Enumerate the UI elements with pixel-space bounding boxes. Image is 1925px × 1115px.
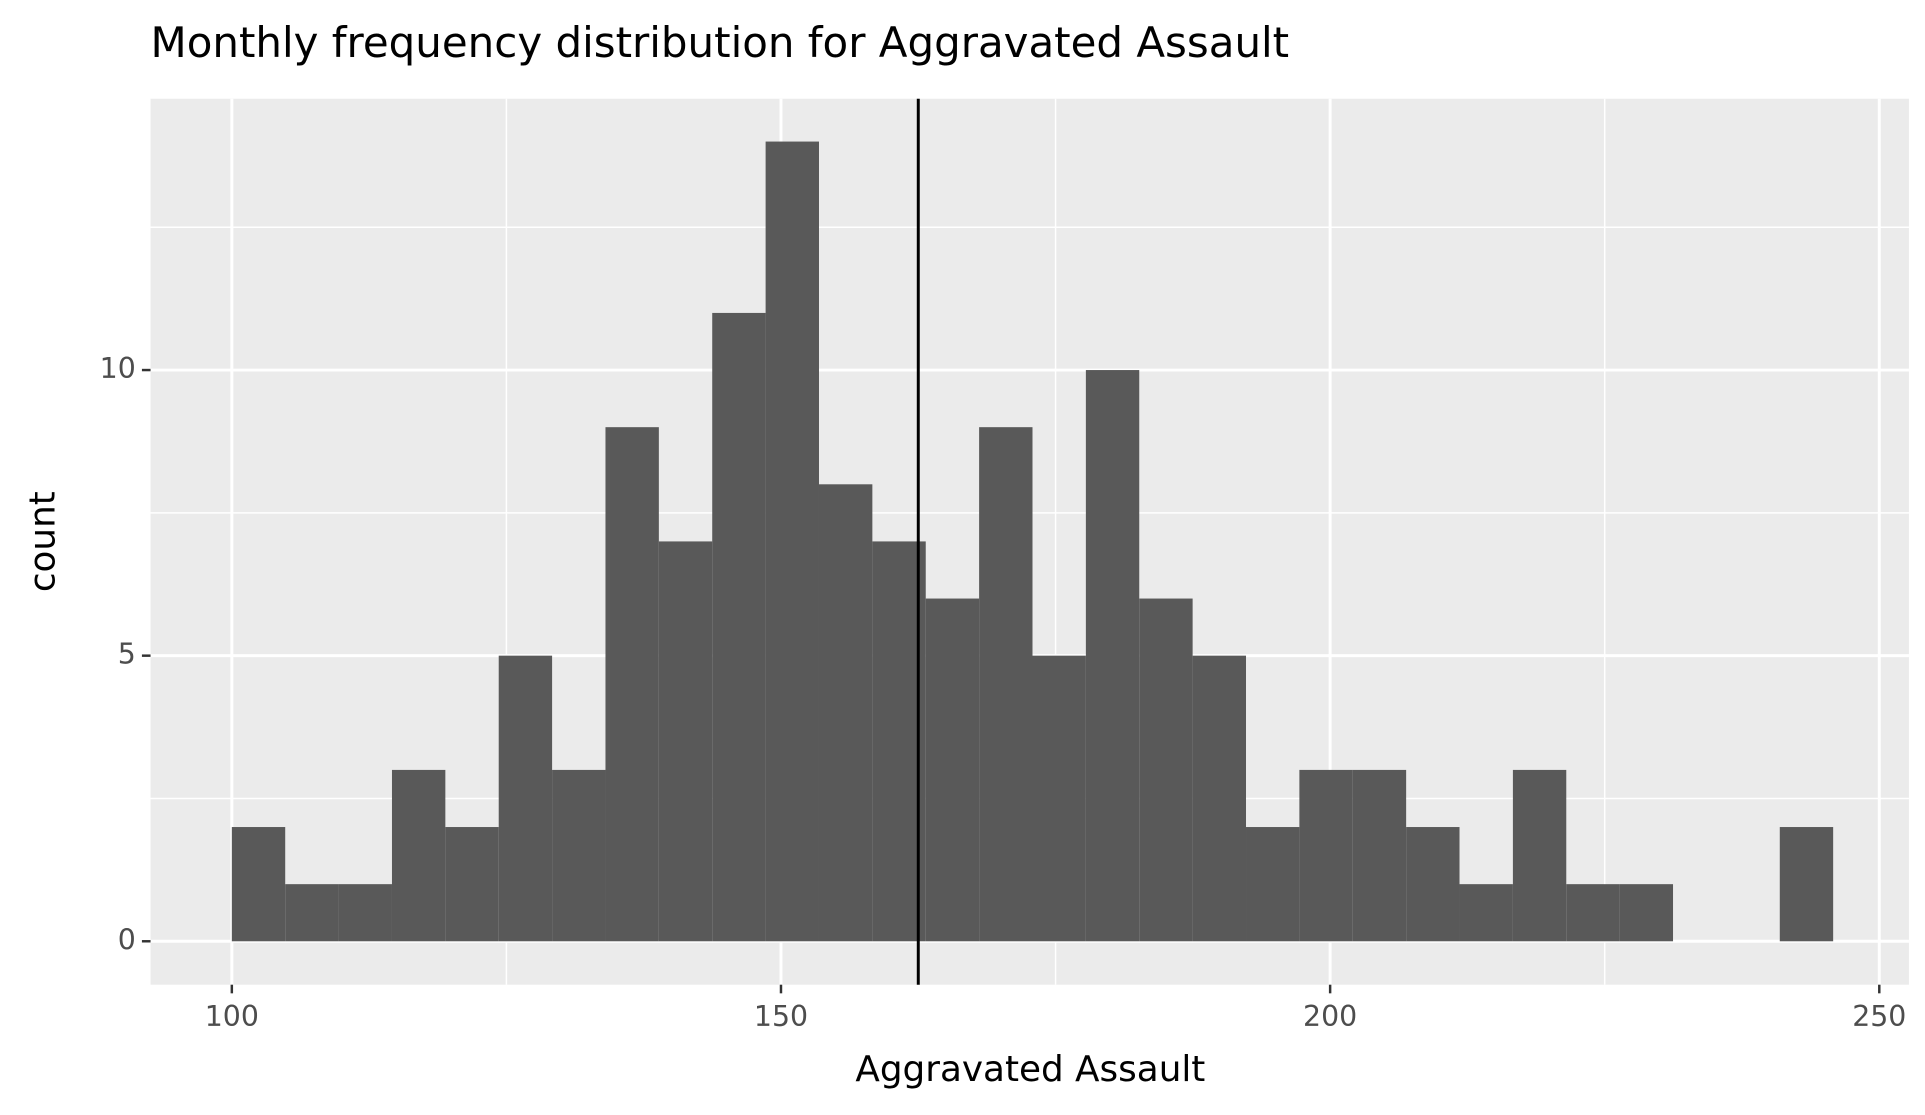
x-tick-label: 150 <box>754 1000 808 1033</box>
y-tick-label: 0 <box>118 923 136 956</box>
bar <box>231 827 286 942</box>
bar <box>1085 370 1140 942</box>
y-tick-label: 5 <box>118 638 136 671</box>
x-tick-label: 100 <box>205 1000 259 1033</box>
y-axis-label: count <box>22 491 63 592</box>
bar <box>925 598 980 942</box>
bar <box>979 427 1033 942</box>
bar <box>1246 827 1300 942</box>
bar <box>1032 655 1086 942</box>
x-axis-label: Aggravated Assault <box>855 1049 1205 1090</box>
y-tick-label: 10 <box>100 352 136 385</box>
bar <box>1512 769 1567 942</box>
x-tick-label: 250 <box>1852 1000 1906 1033</box>
chart-title: Monthly frequency distribution for Aggra… <box>151 18 1290 67</box>
bar <box>338 884 392 942</box>
bar <box>1406 827 1460 942</box>
bar <box>1779 827 1834 942</box>
bar <box>445 827 499 942</box>
bar <box>1192 655 1247 942</box>
bar <box>605 427 659 942</box>
bar <box>1352 769 1407 942</box>
bar <box>1459 884 1513 942</box>
bar <box>285 884 339 942</box>
bar <box>498 655 553 942</box>
bar <box>658 541 713 942</box>
bar <box>712 312 766 942</box>
bar <box>1619 884 1674 942</box>
x-tick-label: 200 <box>1303 1000 1357 1033</box>
bar <box>391 769 446 942</box>
bar <box>552 769 606 942</box>
bar <box>1139 598 1193 942</box>
bar <box>765 141 819 942</box>
bar <box>1566 884 1620 942</box>
bar <box>1299 769 1353 942</box>
bar <box>818 484 873 942</box>
